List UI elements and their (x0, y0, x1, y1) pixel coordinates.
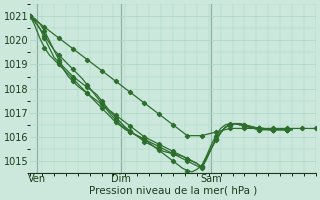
X-axis label: Pression niveau de la mer( hPa ): Pression niveau de la mer( hPa ) (89, 186, 257, 196)
